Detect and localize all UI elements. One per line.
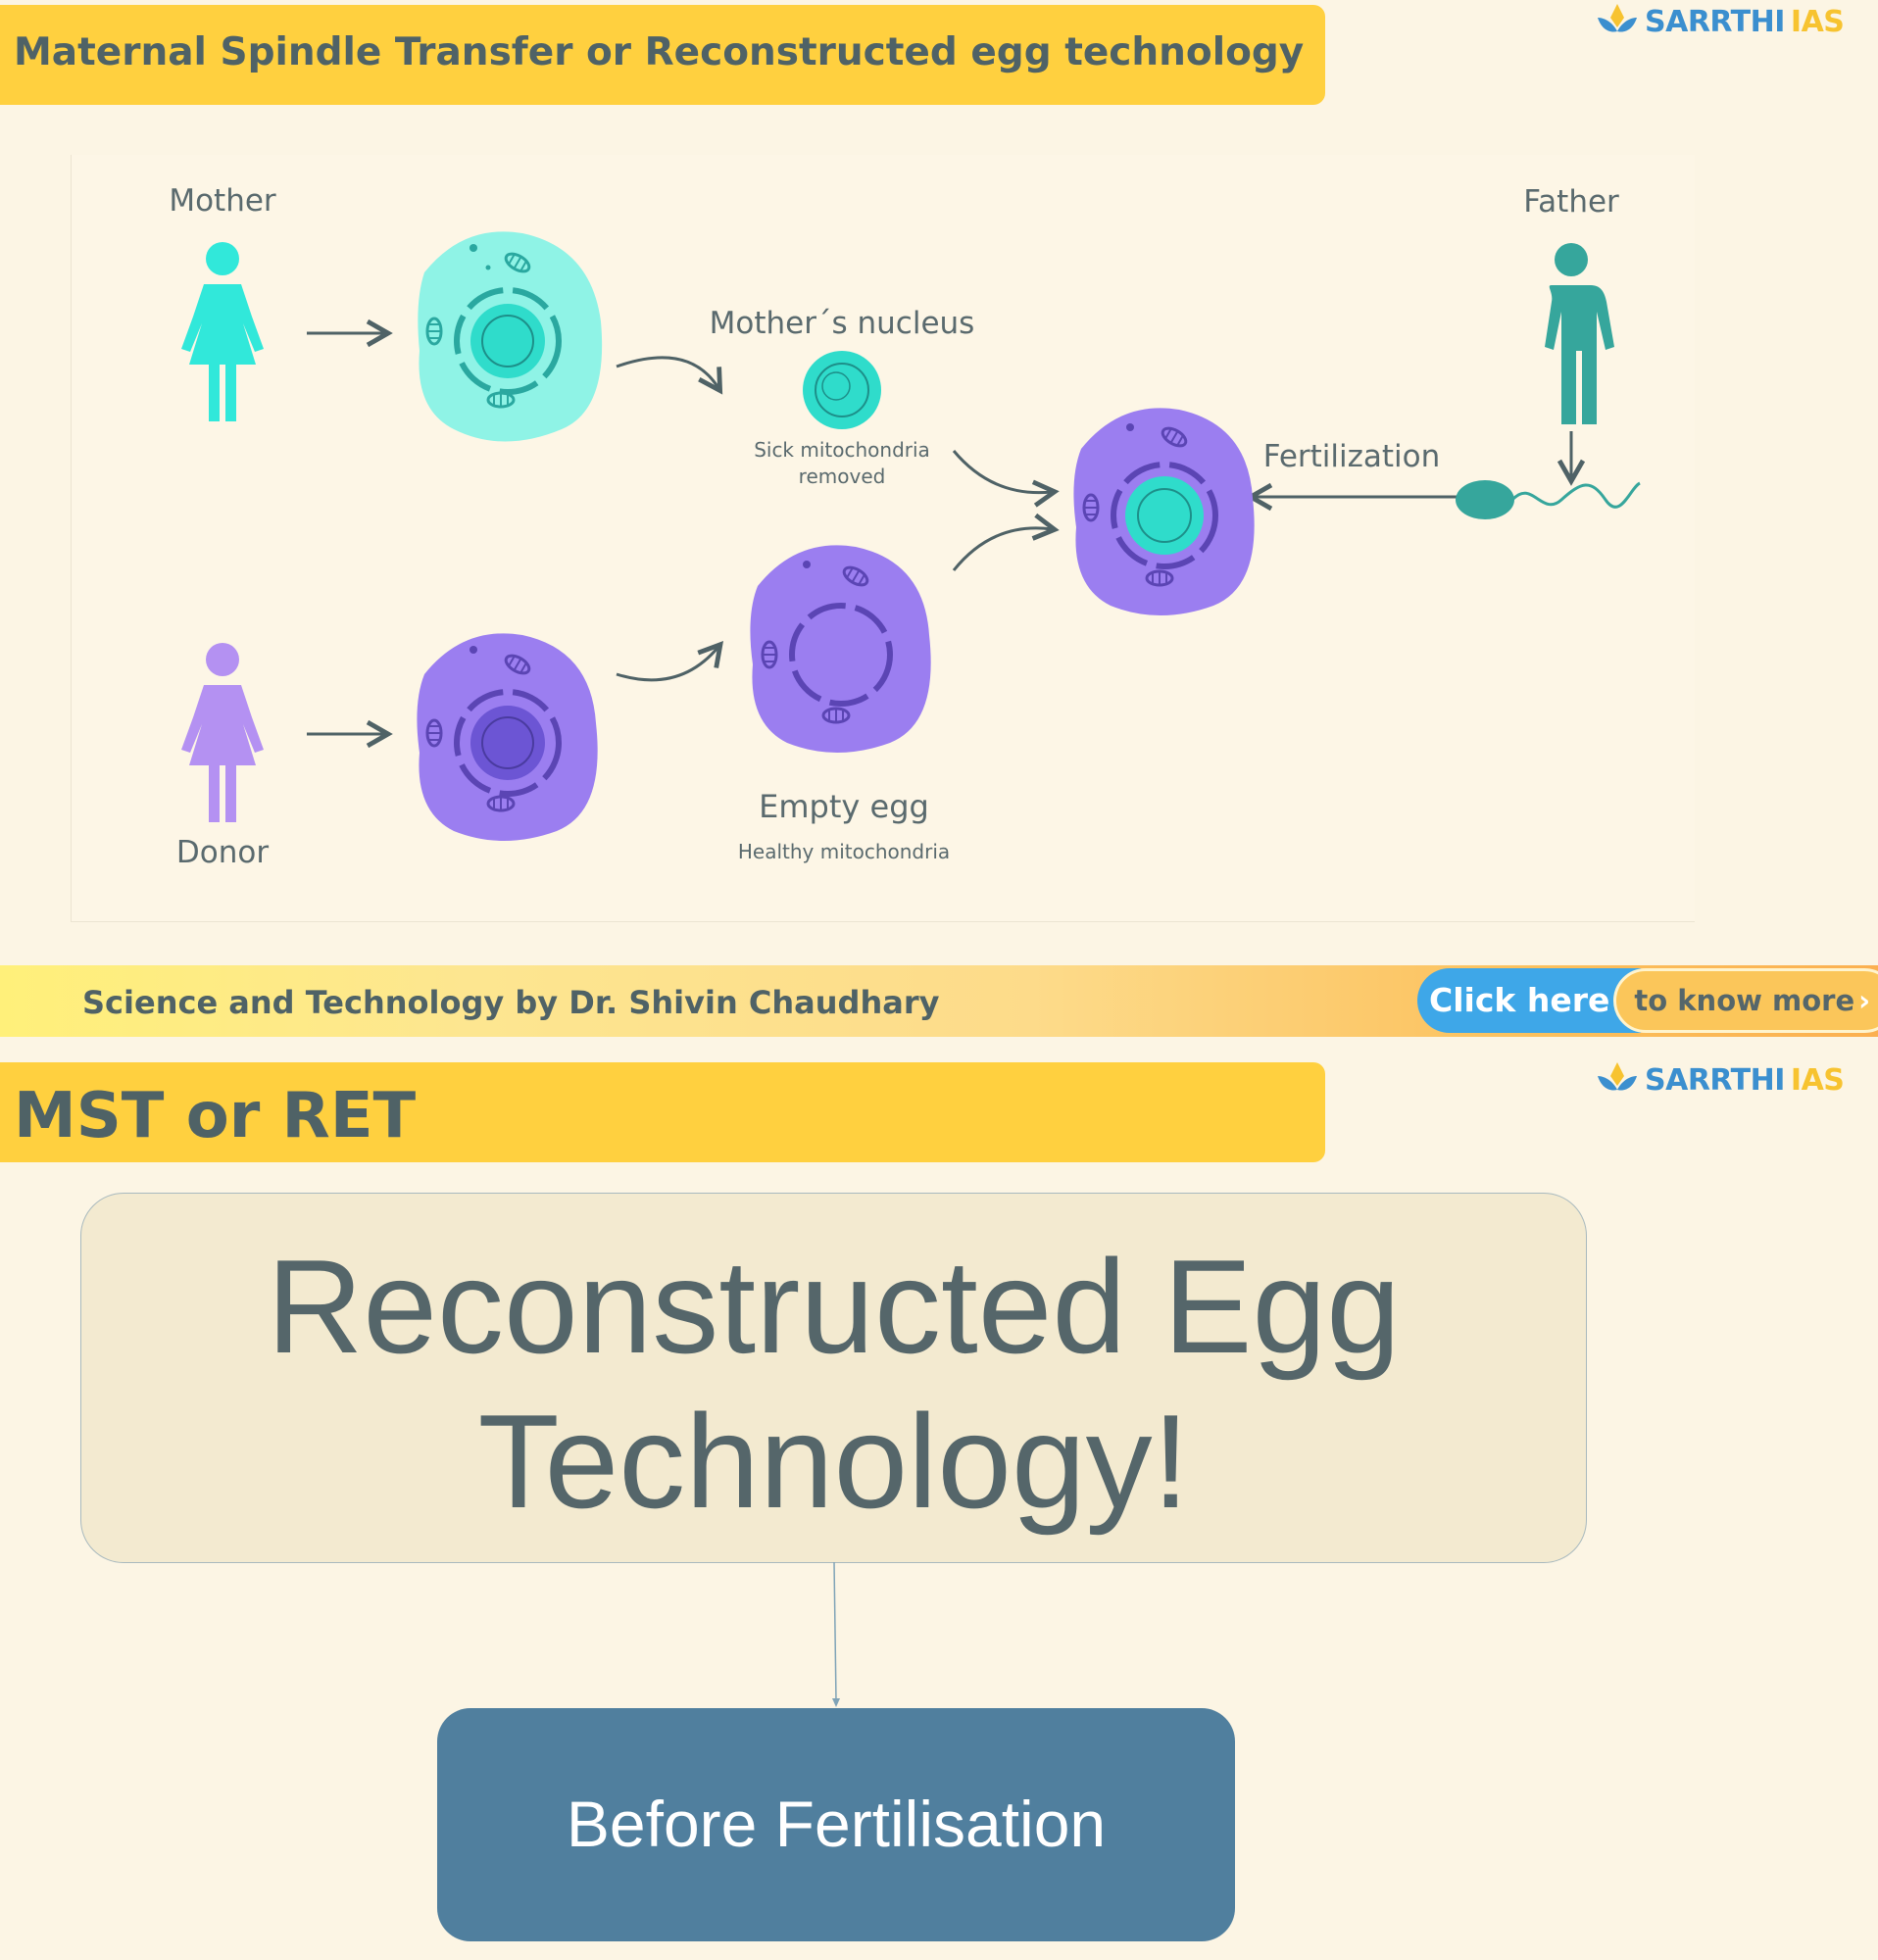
healthy-mito-label: Healthy mitochondria [738,840,950,863]
donor-label: Donor [176,835,269,870]
slide2-title-bar: MST or RET [0,1062,1325,1162]
mothers-nucleus [803,351,881,429]
sarrthi-logo-2[interactable]: SARRTHI IAS [1596,1060,1845,1100]
mothers-nucleus-label: Mother´s nucleus [710,306,975,341]
slide2-title: MST or RET [14,1080,417,1152]
donor-to-empty-arrow [616,640,724,682]
footer-banner: Science and Technology by Dr. Shivin Cha… [0,965,1878,1037]
donor-figure-icon [181,643,264,822]
know-more-label: to know more [1634,984,1855,1017]
logo-text-sarrthi: SARRTHI [1645,4,1785,39]
slide1-title-bar: Maternal Spindle Transfer or Reconstruct… [0,5,1325,105]
empty-to-final-arrow [952,513,1060,571]
reconstructed-egg-node: Reconstructed Egg Technology! [80,1193,1587,1563]
father-label: Father [1523,184,1619,220]
mother-figure-icon [181,242,264,421]
fertilization-label: Fertilization [1263,439,1441,474]
lotus-logo-icon [1598,1062,1637,1091]
logo-text-ias: IAS [1790,4,1845,39]
empty-egg-cell [750,545,931,753]
sick-mito-line2: removed [799,465,886,488]
donor-egg-cell [417,633,598,841]
sperm-icon [1456,480,1641,519]
know-more-button[interactable]: to know more › [1613,968,1878,1033]
logo-text-sarrthi: SARRTHI [1645,1062,1785,1098]
sick-mito-line1: Sick mitochondria [754,438,930,462]
before-fertilisation-node: Before Fertilisation [437,1708,1235,1941]
sarrthi-logo[interactable]: SARRTHI IAS [1596,2,1845,41]
nucleus-to-final-arrow [952,450,1060,508]
before-fertilisation-text: Before Fertilisation [566,1788,1107,1860]
diagram-canvas: Mother Father Donor Mother´s nucleus Sic… [169,183,1641,870]
chevron-right-icon: › [1858,984,1871,1017]
nucleus-extract-arrow [616,356,723,395]
footer-text: Science and Technology by Dr. Shivin Cha… [82,984,940,1021]
mother-label: Mother [169,183,276,219]
click-here-button[interactable]: Click here [1417,968,1642,1033]
reconstructed-egg-line1: Reconstructed Egg [267,1232,1401,1381]
logo-text-ias: IAS [1790,1062,1845,1098]
mother-egg-cell [418,231,603,442]
lotus-logo-icon [1598,4,1637,32]
reconstructed-egg-line2: Technology! [477,1387,1190,1536]
mst-diagram: Mother Father Donor Mother´s nucleus Sic… [71,155,1695,922]
father-figure-icon [1545,243,1614,424]
reconstructed-egg-cell [1073,408,1255,615]
empty-egg-label: Empty egg [759,788,929,825]
cta-button[interactable]: Click here to know more › [1417,968,1878,1033]
slide1-title: Maternal Spindle Transfer or Reconstruct… [14,30,1305,74]
reconstructed-egg-text: Reconstructed Egg Technology! [81,1229,1586,1539]
